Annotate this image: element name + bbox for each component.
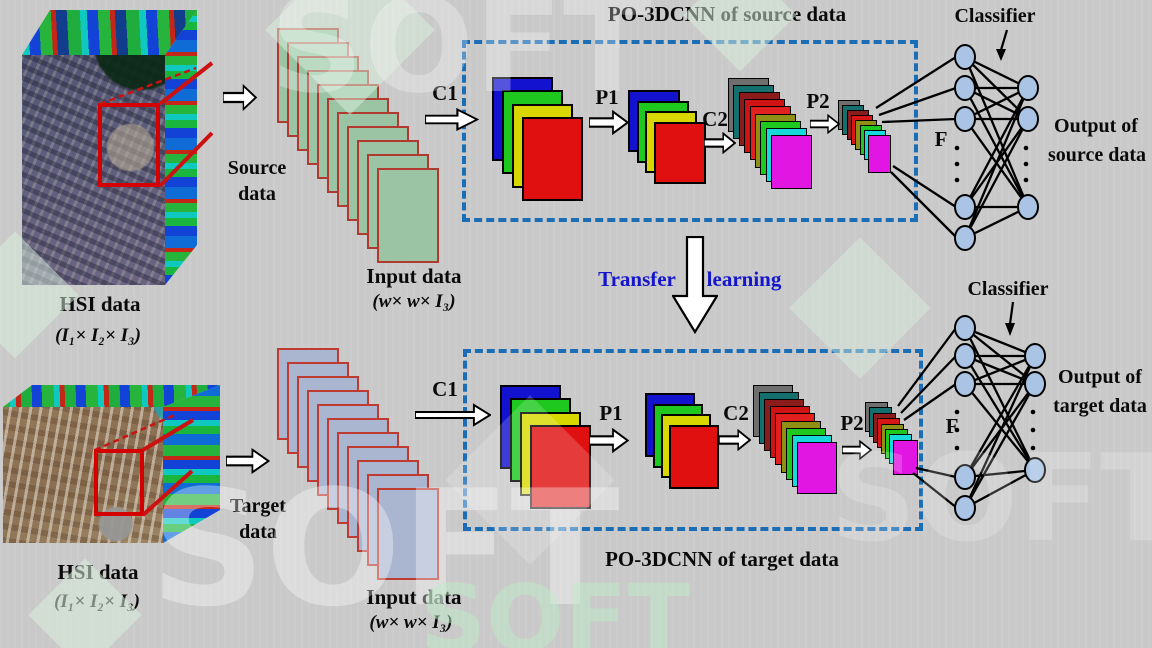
target-data-label: data	[239, 521, 277, 543]
input-dims-label: (w× w× I₃)	[372, 291, 456, 312]
roi-box	[94, 449, 144, 516]
output-label: source data	[1048, 144, 1146, 166]
stack-sheet	[653, 121, 706, 184]
p1-label: P1	[595, 85, 619, 109]
f-label: F	[945, 414, 959, 438]
hsi-top-face	[22, 10, 197, 55]
roi-box	[98, 103, 160, 187]
p1-arrow-icon	[589, 110, 629, 135]
c1-label: C1	[432, 81, 458, 105]
stack-sheet	[771, 134, 813, 189]
c2-arrow-icon	[704, 132, 736, 154]
box-title: PO-3DCNN of target data	[605, 547, 839, 571]
po3dcnn-box	[463, 349, 923, 531]
hsi-data-label: HSI data	[59, 292, 141, 316]
c1-label: C1	[432, 377, 458, 401]
p2-label: P2	[806, 89, 830, 113]
transfer-label: Transfer	[598, 267, 676, 291]
source-data-label: Source	[227, 157, 287, 179]
hsi-data-label: HSI data	[57, 560, 139, 584]
target-data-label: Target	[230, 495, 286, 517]
p2-label: P2	[840, 411, 864, 435]
flow-arrow-icon	[226, 448, 270, 474]
p2-arrow-icon	[842, 440, 872, 460]
c1-arrow-icon	[425, 108, 479, 131]
classifier-network	[954, 315, 1046, 521]
classifier-label: Classifier	[954, 5, 1036, 27]
box-title: PO-3DCNN of source data	[607, 2, 847, 26]
p2-arrow-icon	[810, 114, 840, 134]
classifier-label: Classifier	[967, 278, 1049, 300]
p1-label: P1	[599, 401, 623, 425]
stack-sheet	[530, 424, 591, 509]
output-label: Output of	[1058, 366, 1142, 388]
classifier-network	[954, 44, 1039, 251]
stack-sheet	[868, 135, 892, 173]
input-data-label: Input data	[366, 264, 462, 288]
c2-arrow-icon	[719, 429, 751, 451]
stack-sheet	[377, 168, 439, 263]
c1-arrow-icon	[415, 403, 491, 427]
stack-sheet	[893, 439, 918, 475]
p1-arrow-icon	[589, 428, 629, 453]
input-data-label: Input data	[366, 585, 462, 609]
hsi-dims-label: (I₁× I₂× I₃)	[54, 591, 140, 612]
stack-sheet	[377, 488, 439, 580]
hsi-dims-label: (I₁× I₂× I₃)	[55, 325, 141, 346]
c2-label: C2	[702, 107, 728, 131]
stack-sheet	[669, 424, 719, 489]
stack-sheet	[797, 441, 837, 494]
f-label: F	[934, 127, 948, 151]
c2-label: C2	[723, 401, 749, 425]
output-label: target data	[1053, 395, 1147, 417]
source-data-label: data	[238, 183, 276, 205]
learning-label: learning	[706, 267, 782, 291]
output-label: Output of	[1054, 115, 1138, 137]
transfer-arrow-icon	[672, 236, 718, 334]
hsi-top-face	[3, 385, 220, 407]
stack-sheet	[522, 116, 583, 201]
input-dims-label: (w× w× I₃)	[369, 612, 453, 633]
classifier-arrow-icon	[996, 29, 1009, 61]
classifier-arrow-icon	[1005, 301, 1015, 336]
flow-arrow-icon	[223, 84, 257, 111]
